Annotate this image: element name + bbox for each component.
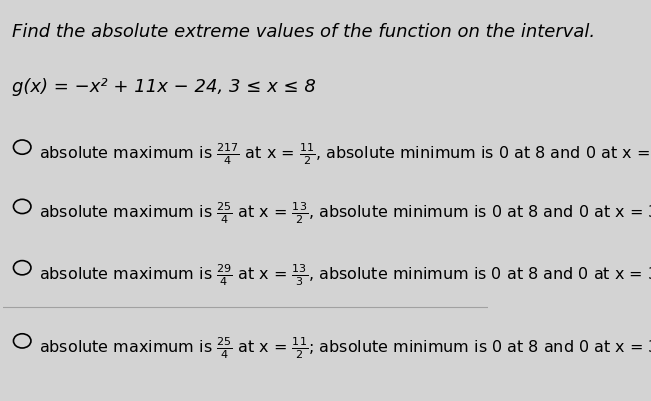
Text: absolute maximum is $\frac{25}{4}$ at x = $\frac{13}{2}$, absolute minimum is 0 : absolute maximum is $\frac{25}{4}$ at x … [39, 200, 651, 226]
Text: g(x) = −x² + 11x − 24, 3 ≤ x ≤ 8: g(x) = −x² + 11x − 24, 3 ≤ x ≤ 8 [12, 78, 316, 96]
Text: absolute maximum is $\frac{29}{4}$ at x = $\frac{13}{3}$, absolute minimum is 0 : absolute maximum is $\frac{29}{4}$ at x … [39, 262, 651, 288]
Text: absolute maximum is $\frac{217}{4}$ at x = $\frac{11}{2}$, absolute minimum is 0: absolute maximum is $\frac{217}{4}$ at x… [39, 141, 651, 167]
Text: absolute maximum is $\frac{25}{4}$ at x = $\frac{11}{2}$; absolute minimum is 0 : absolute maximum is $\frac{25}{4}$ at x … [39, 335, 651, 361]
Text: Find the absolute extreme values of the function on the interval.: Find the absolute extreme values of the … [12, 22, 596, 41]
